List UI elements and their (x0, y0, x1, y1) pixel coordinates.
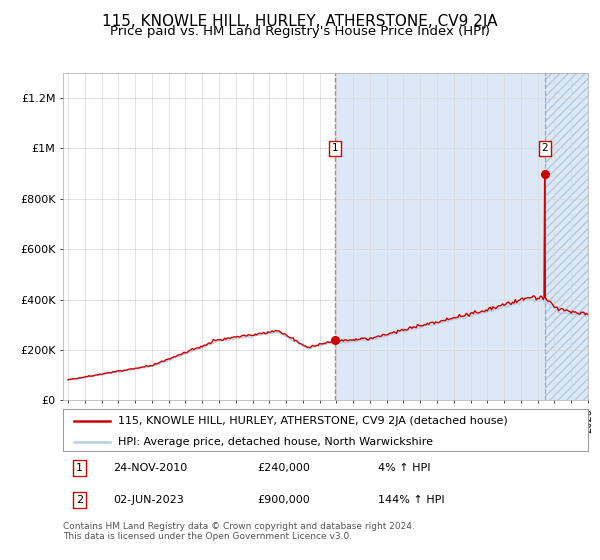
Text: 24-NOV-2010: 24-NOV-2010 (113, 463, 187, 473)
Text: £240,000: £240,000 (257, 463, 310, 473)
Text: £900,000: £900,000 (257, 495, 310, 505)
Text: Price paid vs. HM Land Registry's House Price Index (HPI): Price paid vs. HM Land Registry's House … (110, 25, 490, 38)
Text: 115, KNOWLE HILL, HURLEY, ATHERSTONE, CV9 2JA: 115, KNOWLE HILL, HURLEY, ATHERSTONE, CV… (102, 14, 498, 29)
Text: 2: 2 (541, 143, 548, 153)
Text: 144% ↑ HPI: 144% ↑ HPI (378, 495, 445, 505)
Text: 02-JUN-2023: 02-JUN-2023 (113, 495, 184, 505)
Text: 1: 1 (76, 463, 83, 473)
Text: HPI: Average price, detached house, North Warwickshire: HPI: Average price, detached house, Nort… (118, 437, 433, 446)
Text: 4% ↑ HPI: 4% ↑ HPI (378, 463, 431, 473)
Bar (545, 73, 588, 400)
Text: 2: 2 (76, 495, 83, 505)
Text: 1: 1 (331, 143, 338, 153)
Text: 115, KNOWLE HILL, HURLEY, ATHERSTONE, CV9 2JA (detached house): 115, KNOWLE HILL, HURLEY, ATHERSTONE, CV… (118, 416, 508, 426)
Bar (335, 73, 545, 400)
Text: Contains HM Land Registry data © Crown copyright and database right 2024.
This d: Contains HM Land Registry data © Crown c… (63, 522, 415, 542)
